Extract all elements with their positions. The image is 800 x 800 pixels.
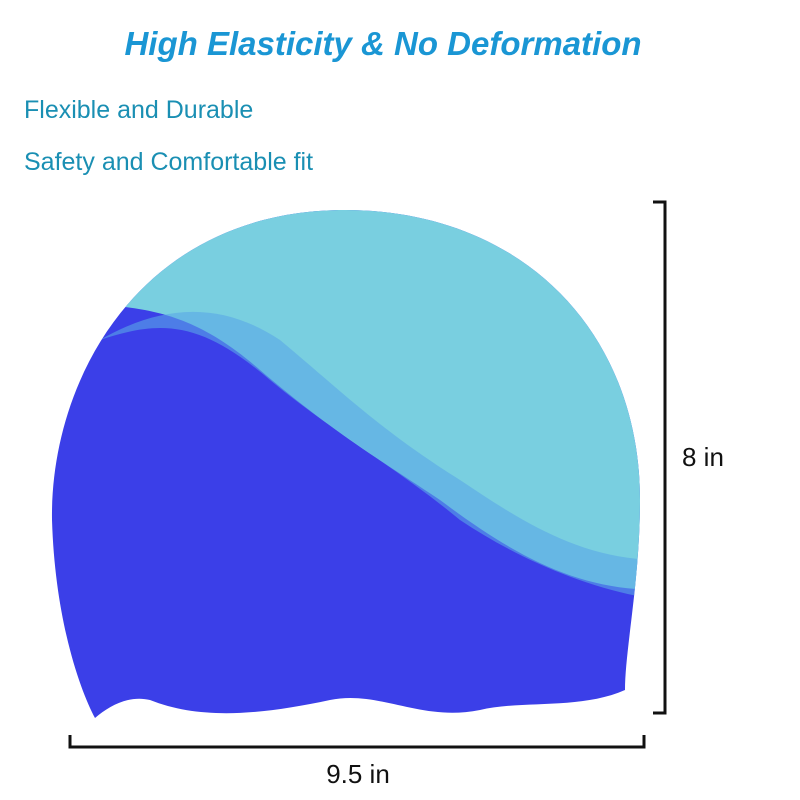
dimension-lines (68, 200, 667, 749)
swim-cap (51, 210, 641, 718)
feature: Safety and Comfortable fit (24, 148, 313, 176)
height-label: 8 in (682, 442, 724, 472)
feature: Flexible and Durable (24, 96, 253, 124)
width-label: 9.5 in (326, 759, 390, 789)
title: High Elasticity & No Deformation (124, 25, 641, 62)
